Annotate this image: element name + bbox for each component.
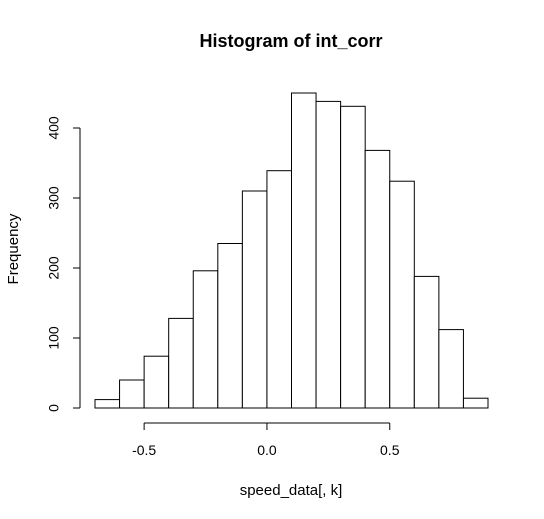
- y-axis: 0 100 200 300 400: [46, 116, 81, 412]
- histogram-bar: [94, 399, 121, 409]
- y-tick-label: 200: [46, 256, 62, 280]
- chart-title: Histogram of int_corr: [199, 31, 382, 51]
- y-tick-label: 300: [46, 186, 62, 210]
- x-axis: -0.5 0.0 0.5: [132, 422, 400, 458]
- histogram-bar: [364, 149, 391, 409]
- histogram-bar: [241, 190, 268, 409]
- y-tick-label: 400: [46, 116, 62, 140]
- histogram-bar: [266, 170, 292, 409]
- bars-group: [94, 92, 489, 409]
- histogram-bar: [438, 329, 464, 409]
- x-axis-label: speed_data[, k]: [240, 482, 343, 499]
- y-tick-label: 100: [46, 326, 62, 350]
- y-axis-label: Frequency: [5, 213, 22, 284]
- histogram-bar: [340, 105, 366, 409]
- histogram-bar: [462, 397, 489, 409]
- histogram-bar: [315, 100, 342, 409]
- histogram-bar: [168, 317, 194, 409]
- y-tick-label: 0: [46, 404, 62, 412]
- histogram-bar: [217, 243, 243, 409]
- histogram-bar: [389, 180, 415, 409]
- histogram-bar: [413, 275, 440, 409]
- x-tick-label: -0.5: [132, 442, 156, 458]
- histogram-bar: [192, 270, 219, 409]
- x-tick-label: 0.0: [257, 442, 277, 458]
- histogram-bar: [143, 355, 170, 409]
- x-tick-label: 0.5: [380, 442, 400, 458]
- histogram-bar: [119, 379, 145, 409]
- histogram-bar: [291, 92, 317, 409]
